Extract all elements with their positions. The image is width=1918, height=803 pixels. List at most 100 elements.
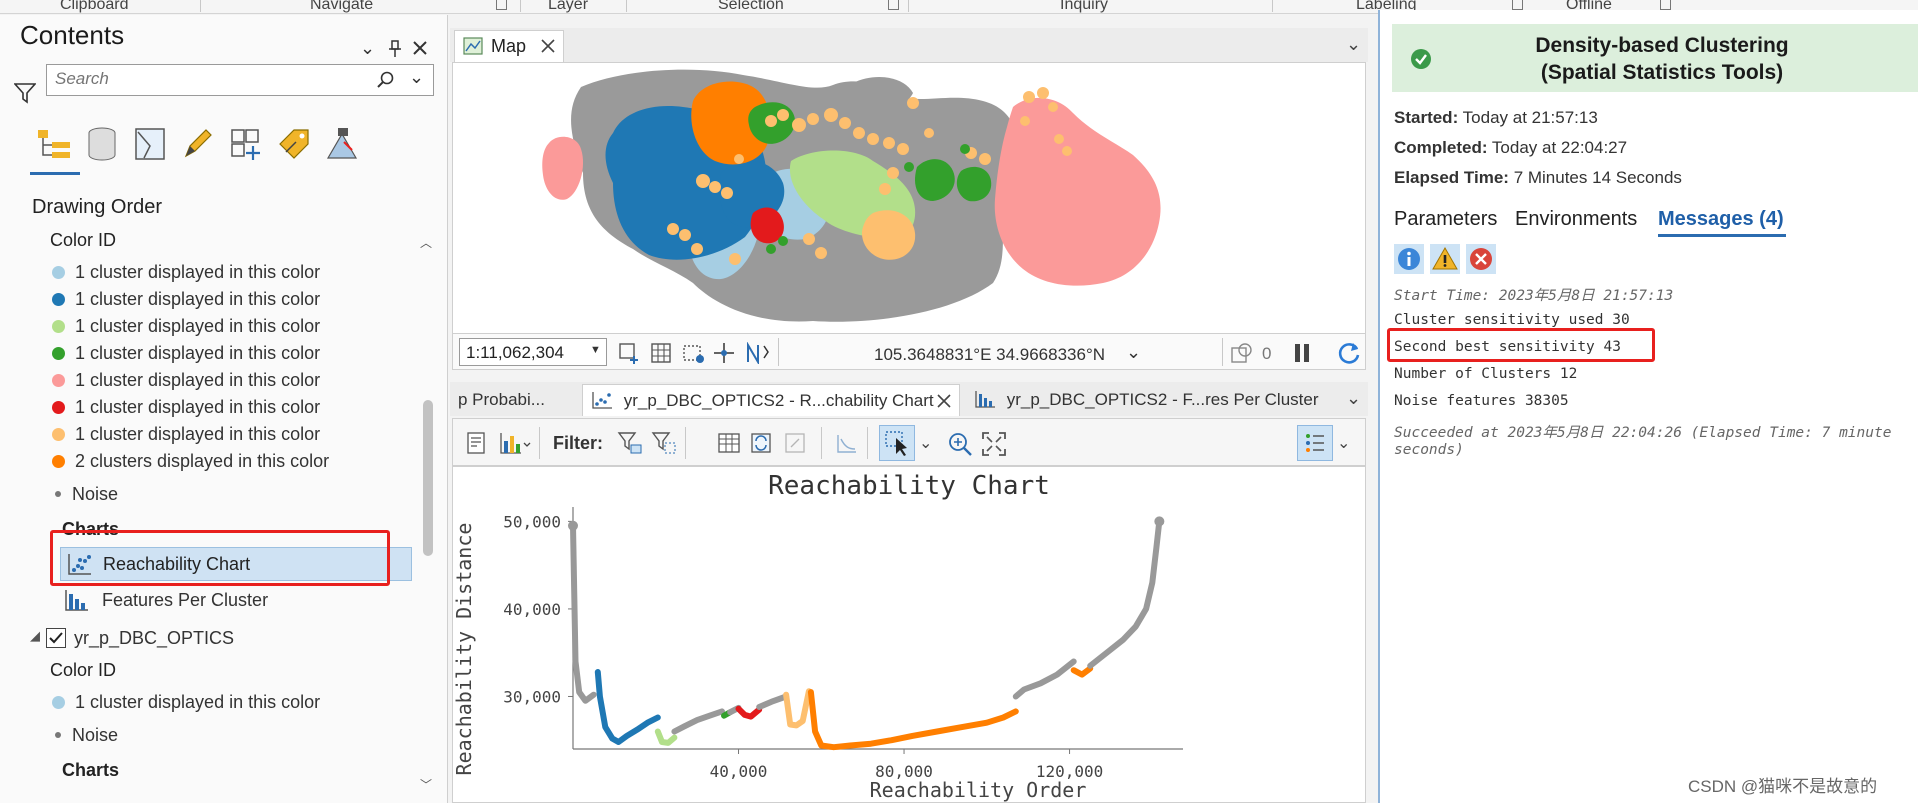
- tab-list-chevron-icon[interactable]: ⌄: [1346, 34, 1362, 54]
- export-chart-icon[interactable]: [835, 431, 859, 455]
- features-per-cluster-item[interactable]: Features Per Cluster: [102, 590, 269, 610]
- snapping-icon[interactable]: [712, 342, 736, 364]
- selected-features-icon[interactable]: [1230, 342, 1254, 364]
- dialog-launcher-icon[interactable]: [888, 0, 899, 10]
- dialog-launcher-icon[interactable]: [1660, 0, 1671, 10]
- highlight-annotation: [1387, 328, 1655, 362]
- map-canvas[interactable]: [452, 62, 1366, 334]
- list-by-source-icon[interactable]: [82, 124, 122, 164]
- legend-item[interactable]: 1 cluster displayed in this color: [52, 259, 329, 285]
- reachability-series-10[interactable]: [1012, 658, 1077, 700]
- tab-list-chevron-icon[interactable]: ⌄: [1346, 388, 1362, 408]
- warning-messages-filter-icon[interactable]: [1430, 244, 1460, 274]
- search-icon[interactable]: [377, 71, 395, 89]
- refresh-icon[interactable]: [1336, 340, 1362, 366]
- map-coordinates: 105.3648831°E 34.9668336°N: [874, 345, 1106, 364]
- filter-icon[interactable]: [13, 82, 37, 104]
- reachability-series-11[interactable]: [1070, 665, 1094, 678]
- reachability-chart-item[interactable]: Reachability Chart: [60, 547, 412, 581]
- search-box[interactable]: ⌄: [46, 64, 434, 96]
- error-messages-filter-icon[interactable]: [1466, 244, 1496, 274]
- tab-map[interactable]: Map: [454, 30, 564, 62]
- legend-options-chevron-icon[interactable]: ⌄: [1337, 435, 1351, 452]
- legend-label: 1 cluster displayed in this color: [75, 370, 321, 390]
- pane-options-chevron-icon[interactable]: ⌄: [360, 38, 376, 58]
- filter-by-selection-icon[interactable]: [651, 431, 677, 455]
- reachability-series-3[interactable]: [671, 708, 725, 735]
- tab-reachability-chart[interactable]: yr_p_DBC_OPTICS2 - R...chability Chart: [582, 384, 960, 416]
- scrollbar-thumb[interactable]: [423, 400, 433, 556]
- legend-item[interactable]: 2 clusters displayed in this color: [52, 448, 329, 474]
- layer-name[interactable]: yr_p_DBC_OPTICS: [74, 628, 235, 648]
- reachability-series-2[interactable]: [654, 728, 678, 746]
- scroll-down-icon[interactable]: ﹀: [420, 778, 433, 792]
- data-point[interactable]: [1154, 516, 1165, 527]
- pin-icon[interactable]: [388, 40, 402, 58]
- list-by-snapping-icon[interactable]: [226, 124, 266, 164]
- chart-properties-icon[interactable]: [465, 431, 489, 455]
- y-tick-label: 30,000: [503, 687, 561, 706]
- tab-parameters[interactable]: Parameters: [1394, 208, 1498, 230]
- reachability-series-12[interactable]: [1087, 518, 1163, 669]
- clear-selection-icon[interactable]: [783, 431, 807, 455]
- scatter-chart-icon: [67, 552, 93, 576]
- dialog-launcher-icon[interactable]: [1512, 0, 1523, 10]
- reachability-chart-area[interactable]: Reachability Chart Reachability Order Re…: [452, 466, 1366, 803]
- info-messages-filter-icon[interactable]: [1394, 244, 1424, 274]
- tab-features-per-cluster[interactable]: yr_p_DBC_OPTICS2 - F...res Per Cluster: [966, 384, 1327, 416]
- tab-environments[interactable]: Environments: [1515, 208, 1638, 230]
- reachability-series-9[interactable]: [807, 689, 1019, 751]
- full-extent-icon[interactable]: [981, 431, 1007, 457]
- chart-legend-toggle-button[interactable]: [1297, 425, 1333, 461]
- search-options-chevron-icon[interactable]: ⌄: [409, 67, 425, 87]
- list-by-perspective-imagery-icon[interactable]: [322, 124, 362, 164]
- selection-chip-icon[interactable]: [680, 342, 706, 364]
- close-tab-icon[interactable]: [937, 393, 951, 408]
- x-tick-label: 80,000: [875, 762, 933, 781]
- reachability-series-7[interactable]: [756, 693, 790, 710]
- legend-item[interactable]: 1 cluster displayed in this color: [52, 340, 329, 366]
- tool-title-line1: Density-based Clustering: [1535, 34, 1789, 57]
- legend-item[interactable]: 1 cluster displayed in this color: [52, 421, 329, 447]
- pause-drawing-icon[interactable]: [1292, 342, 1312, 364]
- filter-by-extent-icon[interactable]: [617, 431, 643, 455]
- data-point[interactable]: [568, 520, 578, 531]
- tab-messages[interactable]: Messages (4): [1658, 208, 1784, 230]
- list-by-labeling-icon[interactable]: [274, 124, 314, 164]
- add-chart-icon[interactable]: [499, 431, 531, 455]
- close-pane-icon[interactable]: [412, 40, 428, 56]
- ribbon-group-clipboard: Clipboard: [60, 0, 129, 13]
- fixed-zoom-icon[interactable]: [618, 342, 642, 364]
- list-by-editing-icon[interactable]: [178, 124, 218, 164]
- list-by-selection-icon[interactable]: [130, 124, 170, 164]
- legend-item[interactable]: 1 cluster displayed in this color: [52, 313, 329, 339]
- legend-item[interactable]: 1 cluster displayed in this color: [52, 367, 329, 393]
- map-tab-label: Map: [491, 36, 527, 56]
- list-by-drawing-order-icon[interactable]: [34, 124, 74, 164]
- select-tool-button[interactable]: [879, 425, 915, 461]
- legend-item[interactable]: 1 cluster displayed in this color: [52, 689, 320, 715]
- layer-visibility-checkbox[interactable]: [46, 628, 66, 648]
- tab-probability-chart[interactable]: p Probabi...: [458, 390, 545, 409]
- close-tab-icon[interactable]: [541, 38, 555, 53]
- expand-arrow-icon[interactable]: ◢: [30, 628, 40, 643]
- noise-legend-item[interactable]: Noise: [52, 481, 118, 507]
- coordinate-format-chevron-icon[interactable]: ⌄: [1126, 342, 1142, 362]
- grid-icon[interactable]: [650, 342, 672, 364]
- reachability-series-6[interactable]: [735, 705, 763, 720]
- north-arrow-icon[interactable]: [744, 341, 770, 366]
- noise-legend-item[interactable]: Noise: [52, 722, 118, 748]
- legend-item[interactable]: 1 cluster displayed in this color: [52, 394, 329, 420]
- select-tool-chevron-icon[interactable]: ⌄: [919, 435, 933, 452]
- switch-selection-icon[interactable]: [749, 431, 775, 455]
- reachability-series-1[interactable]: [594, 669, 661, 745]
- zoom-in-icon[interactable]: [947, 431, 973, 457]
- dialog-launcher-icon[interactable]: [496, 0, 507, 10]
- search-input[interactable]: [55, 65, 365, 93]
- reachability-series-8[interactable]: [783, 688, 812, 729]
- map-scale-selector[interactable]: 1:11,062,304 ▼: [459, 338, 607, 366]
- table-icon[interactable]: [717, 431, 741, 455]
- reachability-series-0[interactable]: [570, 522, 597, 704]
- scroll-up-icon[interactable]: ︿: [420, 236, 433, 250]
- legend-item[interactable]: 1 cluster displayed in this color: [52, 286, 329, 312]
